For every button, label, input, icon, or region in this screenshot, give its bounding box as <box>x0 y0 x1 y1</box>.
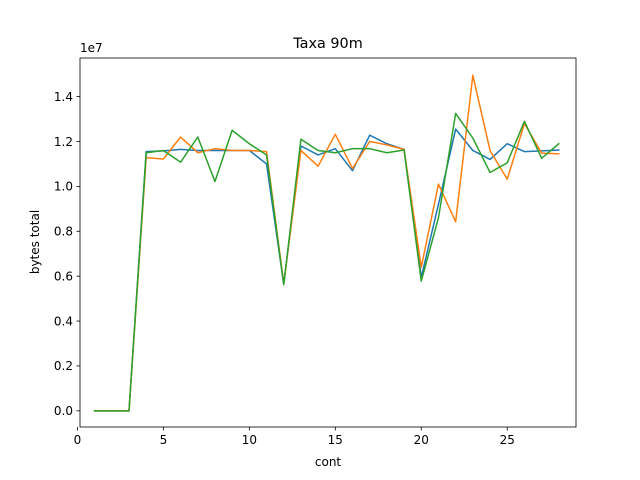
x-axis: 0 5 10 15 20 25 <box>74 427 515 447</box>
plot-area <box>93 74 560 412</box>
y-tick-label: 1.2 <box>54 135 73 149</box>
series-line-3 <box>93 112 560 412</box>
x-tick-label: 20 <box>414 433 429 447</box>
series-line-2 <box>93 74 560 412</box>
x-tick-label: 25 <box>500 433 515 447</box>
plot-frame <box>79 57 577 428</box>
y-tick-label: 0.6 <box>54 269 73 283</box>
x-tick-label: 15 <box>328 433 343 447</box>
y-axis-label: bytes total <box>28 210 42 274</box>
y-tick-label: 0.8 <box>54 225 73 239</box>
y-offset-label: 1e7 <box>80 41 103 55</box>
y-tick-label: 1.4 <box>54 90 73 104</box>
y-axis: 0.0 0.2 0.4 0.6 0.8 1.0 1.2 1.4 <box>54 90 80 418</box>
y-tick-label: 0.4 <box>54 314 73 328</box>
x-tick-label: 0 <box>74 433 82 447</box>
y-tick-label: 1.0 <box>54 180 73 194</box>
y-tick-label: 0.2 <box>54 359 73 373</box>
chart-title: Taxa 90m <box>292 36 362 52</box>
x-axis-label: cont <box>315 455 342 469</box>
y-tick-label: 0.0 <box>54 404 73 418</box>
x-tick-label: 10 <box>242 433 257 447</box>
x-tick-label: 5 <box>160 433 168 447</box>
